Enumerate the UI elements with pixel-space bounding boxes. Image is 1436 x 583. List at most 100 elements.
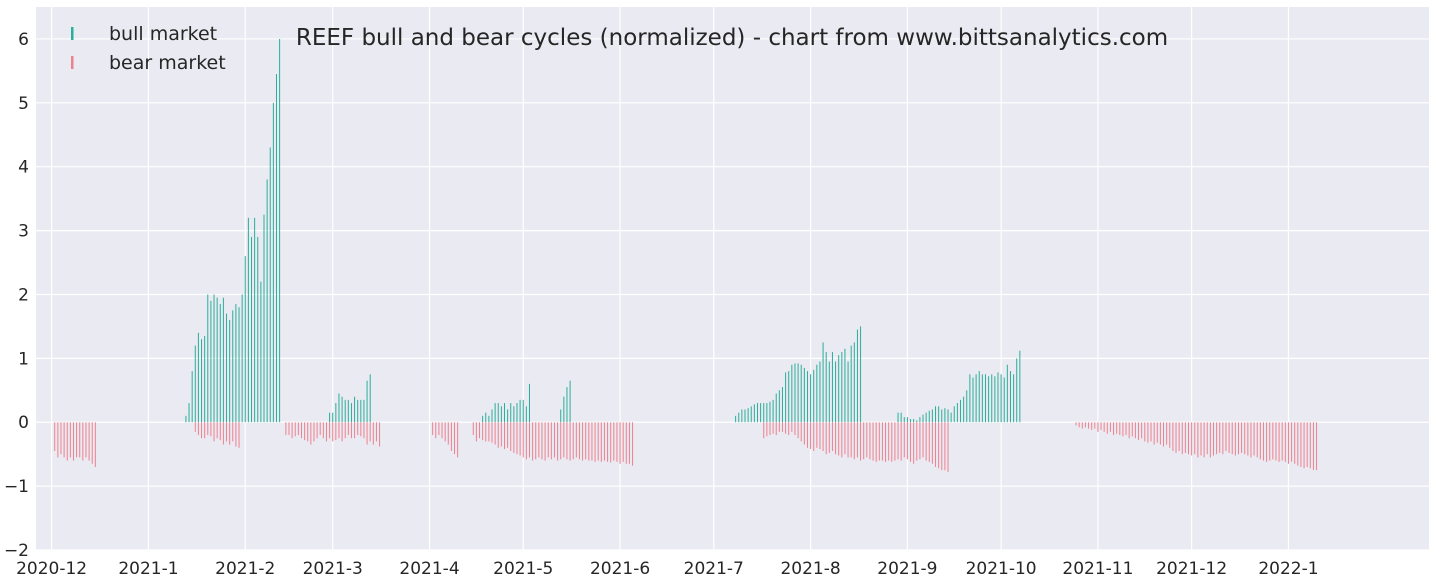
bear-bar xyxy=(1200,422,1202,456)
y-tick-label: 3 xyxy=(18,222,29,242)
bear-bar xyxy=(494,422,496,445)
bear-bar xyxy=(491,422,493,443)
bear-bar xyxy=(354,422,356,439)
bear-bar xyxy=(310,422,312,445)
bull-bar xyxy=(838,355,840,423)
bear-bar xyxy=(1303,422,1305,469)
bull-bar xyxy=(928,410,930,423)
bear-bar xyxy=(1300,422,1302,467)
bear-bar xyxy=(1272,422,1274,460)
bear-bar xyxy=(94,422,96,467)
bull-bar xyxy=(563,396,565,423)
bull-bar xyxy=(272,102,274,423)
bull-bar xyxy=(825,351,827,423)
bear-bar xyxy=(919,422,921,460)
bull-bar xyxy=(510,403,512,423)
bear-bar xyxy=(316,422,318,439)
bull-bar xyxy=(769,401,771,423)
bull-bar xyxy=(254,217,256,423)
bull-bar xyxy=(753,404,755,423)
bear-bar xyxy=(1147,422,1149,443)
bear-bar xyxy=(1278,422,1280,462)
bull-bar xyxy=(213,294,215,423)
bear-bar xyxy=(1116,422,1118,434)
bull-bar xyxy=(201,339,203,423)
bull-bar xyxy=(1006,364,1008,423)
bull-bar xyxy=(222,297,224,423)
bear-bar xyxy=(872,422,874,461)
bull-bar xyxy=(329,412,331,423)
bear-bar xyxy=(360,422,362,437)
x-tick-label: 2021-9 xyxy=(877,559,937,579)
bull-bar xyxy=(360,399,362,423)
bear-bar xyxy=(1259,422,1261,460)
bull-bar xyxy=(354,396,356,423)
bear-bar xyxy=(1144,422,1146,442)
bear-bar xyxy=(1141,422,1143,439)
bear-bar xyxy=(578,422,580,460)
bear-bar xyxy=(216,422,218,439)
bear-bar xyxy=(366,422,368,445)
bear-bar xyxy=(585,422,587,460)
bull-bar xyxy=(335,403,337,423)
bull-bar xyxy=(994,376,996,423)
bear-bar xyxy=(1088,422,1090,429)
bear-bar xyxy=(300,422,302,439)
bear-bar xyxy=(947,422,949,473)
bear-bar xyxy=(928,422,930,462)
bull-bar xyxy=(226,313,228,423)
bull-bar xyxy=(513,406,515,423)
bull-bar xyxy=(519,399,521,423)
bear-bar xyxy=(528,422,530,458)
bull-bar xyxy=(938,406,940,423)
bear-bar xyxy=(532,422,534,461)
bear-bar xyxy=(325,422,327,442)
bear-bar xyxy=(788,422,790,436)
bear-bar xyxy=(1125,422,1127,436)
bear-bar xyxy=(803,422,805,445)
bull-bar xyxy=(257,236,259,423)
bull-bar xyxy=(778,390,780,423)
bear-bar xyxy=(806,422,808,448)
bear-bar xyxy=(1128,422,1130,439)
bear-bar xyxy=(925,422,927,461)
bear-bar xyxy=(1309,422,1311,469)
bear-bar xyxy=(906,422,908,460)
bull-bar xyxy=(763,403,765,423)
bear-bar xyxy=(226,422,228,442)
bear-bar xyxy=(597,422,599,461)
bear-bar xyxy=(1181,422,1183,455)
bear-bar xyxy=(335,422,337,441)
bear-bar xyxy=(76,422,78,458)
bear-bar xyxy=(513,422,515,453)
bull-bar xyxy=(772,399,774,423)
bear-bar xyxy=(288,422,290,436)
bear-bar xyxy=(794,422,796,436)
bull-bar xyxy=(341,396,343,423)
bull-bar xyxy=(569,380,571,423)
bull-bar xyxy=(741,409,743,423)
bear-bar xyxy=(1222,422,1224,455)
bull-bar xyxy=(357,399,359,423)
bear-bar xyxy=(57,422,59,458)
bull-bar xyxy=(975,374,977,423)
bear-bar xyxy=(1250,422,1252,458)
bear-bar xyxy=(91,422,93,464)
bull-bar xyxy=(841,351,843,423)
bull-bar xyxy=(766,403,768,423)
bear-bar xyxy=(444,422,446,442)
bear-bar xyxy=(210,422,212,437)
bear-bar xyxy=(329,422,331,439)
bull-bar xyxy=(566,387,568,423)
bull-bar xyxy=(522,399,524,423)
bull-bar xyxy=(500,406,502,423)
bull-bar xyxy=(844,348,846,423)
bear-bar xyxy=(201,422,203,439)
bear-bar xyxy=(1131,422,1133,437)
bull-bar xyxy=(528,383,530,423)
bear-bar xyxy=(1091,422,1093,430)
bull-bar xyxy=(950,412,952,423)
bear-bar xyxy=(1100,422,1102,430)
bear-bar xyxy=(1219,422,1221,453)
